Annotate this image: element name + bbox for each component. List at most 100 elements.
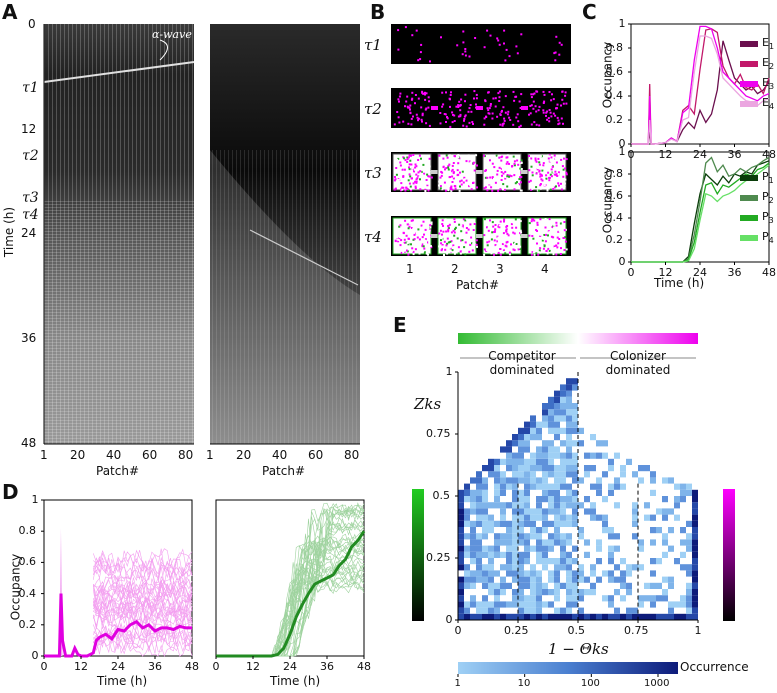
patch-dot — [538, 240, 541, 243]
patch-dot — [404, 159, 407, 162]
patch-dot — [439, 181, 442, 184]
heatmap-cell — [536, 465, 542, 472]
heatmap-cell — [554, 434, 560, 441]
heatmap-cell — [488, 520, 494, 527]
heatmap-cell — [458, 489, 464, 496]
patch-dot — [499, 123, 502, 126]
d-left-xlabel: Time (h) — [97, 674, 148, 688]
patch-dot — [563, 229, 566, 232]
patch-dot — [484, 162, 487, 165]
heatmap-cell — [572, 471, 578, 478]
heatmap-cell — [536, 477, 542, 484]
heatmap-cell — [572, 558, 578, 565]
heatmap-cell — [692, 520, 698, 527]
patch-dot — [418, 154, 421, 157]
patch-dot — [501, 245, 503, 248]
patch-dot — [491, 221, 494, 224]
heatmap-cell — [668, 576, 674, 583]
heatmap-cell — [494, 607, 500, 614]
patch-dot — [563, 221, 566, 223]
patch-dot — [548, 184, 551, 187]
patch-dot — [465, 160, 468, 163]
patch-dot — [549, 111, 552, 114]
patch-dot — [397, 48, 400, 51]
a-xtick-left: 60 — [142, 448, 158, 462]
x-tick-label: 48 — [762, 148, 776, 161]
patch-dot — [394, 250, 397, 253]
heatmap-cell — [458, 551, 464, 558]
patch-dot — [506, 174, 509, 176]
patch-dot — [464, 50, 467, 53]
patch-dot — [506, 161, 509, 164]
patch-dot — [555, 244, 558, 247]
patch-dot — [427, 96, 430, 99]
heatmap-cell — [590, 465, 596, 472]
patch-row-bg — [391, 24, 571, 64]
patch-dot — [489, 34, 492, 37]
heatmap-cell — [686, 601, 692, 608]
heatmap-cell — [686, 545, 692, 552]
patch-corridor — [521, 234, 528, 238]
heatmap-cell — [542, 589, 548, 596]
patch-dot — [535, 172, 538, 175]
patch-dot — [549, 159, 552, 162]
patch-dot — [543, 100, 546, 103]
patch-dot — [410, 123, 413, 126]
heatmap-cell — [494, 613, 500, 620]
heatmap-cell — [620, 582, 626, 589]
heatmap-cell — [542, 601, 548, 608]
patch-dot — [438, 232, 441, 235]
patch-dot — [467, 154, 470, 157]
patch-dot — [465, 251, 468, 254]
heatmap-cell — [542, 564, 548, 571]
heatmap-cell — [488, 545, 494, 552]
heatmap-cell — [494, 458, 500, 465]
heatmap-cell — [686, 489, 692, 496]
patch-dot — [457, 242, 460, 245]
heatmap-cell — [686, 613, 692, 620]
patch-dot — [453, 231, 456, 234]
patch-dot — [545, 241, 548, 244]
trajectory-line — [93, 627, 193, 652]
patch-dot — [410, 154, 412, 157]
patch-dot — [429, 60, 431, 63]
patch-dot — [519, 176, 521, 179]
patch-dot — [529, 236, 532, 239]
heatmap-cell — [464, 551, 470, 558]
patch-dot — [427, 106, 430, 109]
patch-dot — [447, 227, 450, 230]
patch-dot — [486, 241, 489, 244]
heatmap-cell — [506, 527, 512, 534]
heatmap-cell — [560, 415, 566, 422]
heatmap-cell — [620, 471, 626, 478]
trajectory-line — [93, 562, 193, 586]
heatmap-cell — [512, 489, 518, 496]
legend-swatch — [740, 81, 758, 87]
heatmap-cell — [512, 483, 518, 490]
patch-dot — [418, 165, 421, 168]
patch-dot — [545, 235, 548, 238]
heatmap-cell — [530, 508, 536, 515]
heatmap-cell — [686, 570, 692, 577]
heatmap-cell — [644, 514, 650, 521]
heatmap-cell — [458, 613, 464, 620]
patch-dot — [560, 158, 563, 161]
legend-label: E1 — [762, 36, 775, 52]
patch-dot — [443, 113, 446, 115]
heatmap-cell — [542, 496, 548, 503]
x-tick-label: 36 — [148, 660, 162, 673]
patch-dot — [469, 161, 472, 164]
patch-dot — [449, 240, 452, 243]
patch-dot — [411, 247, 414, 250]
patch-dot — [515, 249, 518, 252]
patch-dot — [483, 154, 485, 157]
heatmap-cell — [458, 527, 464, 534]
patch-dot — [397, 98, 400, 101]
patch-dot — [429, 226, 432, 229]
heatmap-cell — [596, 514, 602, 521]
patch-dot — [394, 239, 397, 242]
patch-dot — [505, 156, 508, 159]
heatmap-cell — [572, 576, 578, 583]
patch-dot — [451, 111, 454, 114]
patch-dot — [499, 184, 502, 187]
